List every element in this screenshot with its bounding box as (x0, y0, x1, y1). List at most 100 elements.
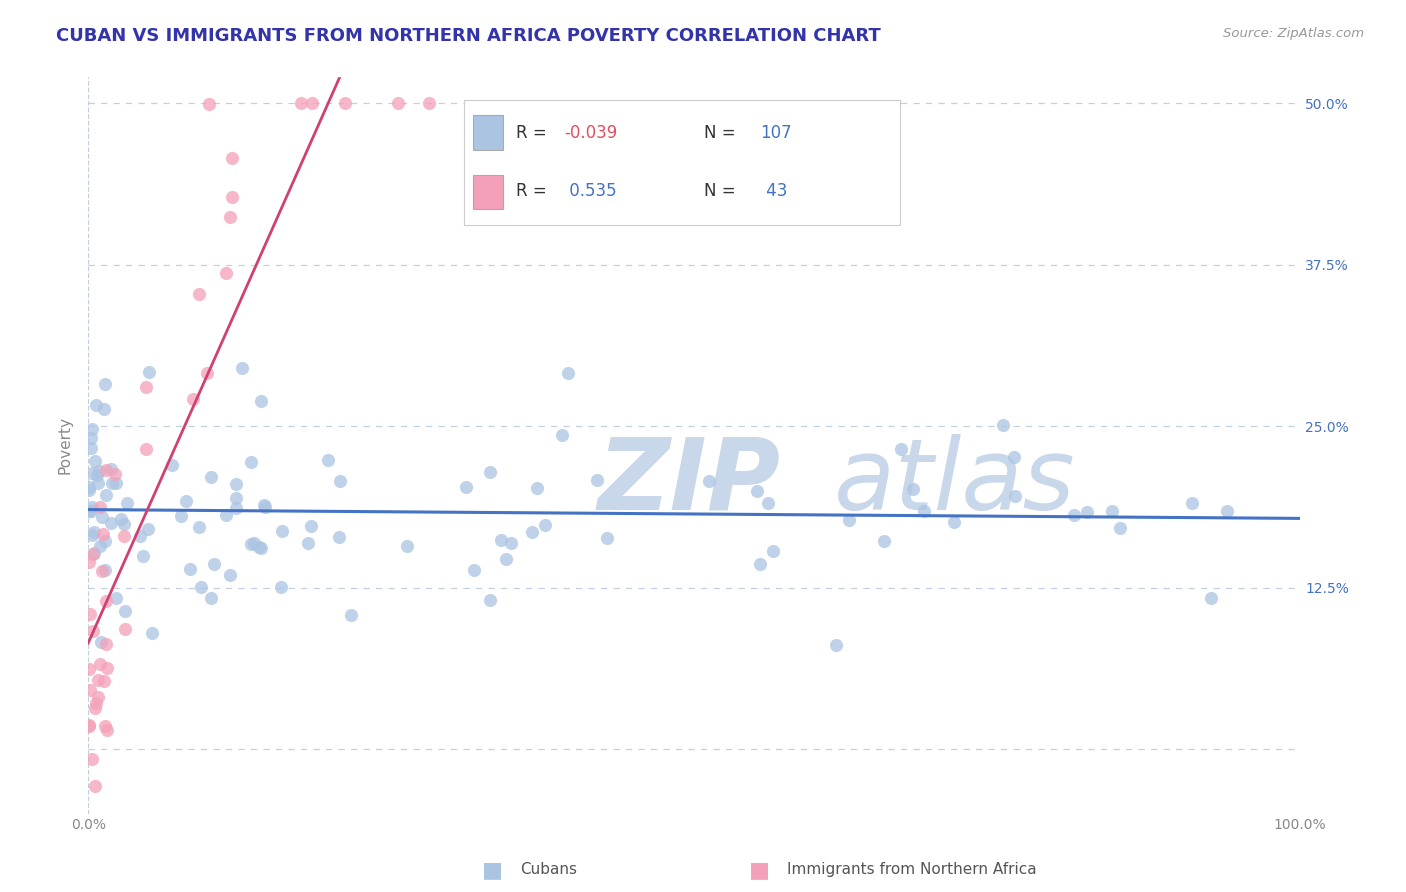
Point (132, 549, 155, 564)
Point (87, 690, 110, 704)
Point (79, 662, 101, 676)
Point (80, 422, 103, 436)
Point (79, 682, 101, 697)
Text: CUBAN VS IMMIGRANTS FROM NORTHERN AFRICA POVERTY CORRELATION CHART: CUBAN VS IMMIGRANTS FROM NORTHERN AFRICA… (56, 27, 882, 45)
Point (499, 536, 522, 550)
Point (89, 657, 111, 672)
Point (80, 504, 103, 518)
Text: ZIP: ZIP (598, 434, 780, 531)
Point (240, 537, 263, 551)
Point (94, 463, 117, 477)
Point (188, 520, 211, 534)
Point (479, 466, 502, 480)
Point (80, 500, 103, 515)
Point (231, 361, 253, 376)
Point (463, 563, 485, 577)
Point (86, 399, 108, 413)
Point (141, 626, 163, 640)
Point (82, 527, 104, 541)
Point (1199, 591, 1222, 605)
Point (80, 431, 103, 445)
Point (993, 417, 1015, 432)
Point (104, 591, 127, 605)
Point (197, 367, 219, 381)
Point (104, 467, 127, 482)
Point (243, 536, 266, 550)
Point (100, 462, 122, 476)
Point (181, 392, 204, 407)
Point (247, 540, 270, 554)
Point (112, 517, 135, 532)
Point (90, 565, 112, 579)
Point (79, 719, 101, 733)
Point (758, 496, 780, 510)
Point (749, 557, 772, 571)
Point (240, 455, 263, 469)
Point (86, 467, 108, 482)
Point (87, 673, 110, 687)
Point (89, 500, 111, 514)
Point (77, 480, 100, 494)
Point (221, 151, 243, 165)
Text: Cubans: Cubans (520, 863, 578, 877)
Point (297, 536, 319, 550)
Point (339, 607, 361, 622)
Point (84, 779, 107, 793)
Point (551, 428, 574, 442)
Point (77, 555, 100, 569)
Point (1216, 504, 1239, 518)
Point (225, 491, 247, 505)
Point (912, 504, 935, 518)
Point (91, 527, 114, 541)
Point (114, 529, 136, 543)
Point (533, 518, 555, 533)
Point (82, 624, 104, 638)
Point (89, 539, 111, 553)
Point (96, 661, 118, 675)
Point (270, 524, 292, 538)
Point (1181, 496, 1204, 510)
Point (77, 504, 100, 518)
Point (179, 562, 201, 576)
Text: Immigrants from Northern Africa: Immigrants from Northern Africa (787, 863, 1038, 877)
Point (873, 534, 896, 549)
Point (94, 377, 117, 392)
Point (387, 96, 409, 111)
Point (77, 483, 100, 498)
Point (80, 442, 103, 456)
Point (188, 287, 211, 301)
Point (94, 719, 117, 733)
Text: atlas: atlas (834, 434, 1076, 531)
Point (200, 591, 222, 605)
Point (270, 580, 292, 594)
Point (101, 476, 124, 491)
Point (114, 604, 136, 618)
Point (86, 696, 108, 710)
Point (225, 477, 247, 491)
Point (89, 465, 111, 479)
Point (215, 266, 238, 280)
Point (333, 96, 356, 111)
Point (82, 466, 104, 480)
Point (84, 701, 107, 715)
Point (94, 637, 117, 651)
Point (762, 544, 785, 558)
Point (136, 522, 159, 536)
Point (105, 475, 128, 490)
Point (522, 524, 544, 539)
Point (190, 580, 212, 594)
Point (100, 516, 122, 530)
Point (1002, 450, 1025, 464)
Point (90, 635, 112, 649)
Point (96, 723, 118, 737)
Point (174, 494, 197, 508)
Point (94, 563, 117, 577)
Point (1101, 503, 1123, 517)
Point (83, 546, 105, 560)
Point (221, 189, 243, 203)
Point (1076, 505, 1098, 519)
Y-axis label: Poverty: Poverty (58, 417, 72, 475)
Point (250, 541, 273, 556)
Point (1063, 508, 1085, 522)
Point (478, 593, 501, 607)
